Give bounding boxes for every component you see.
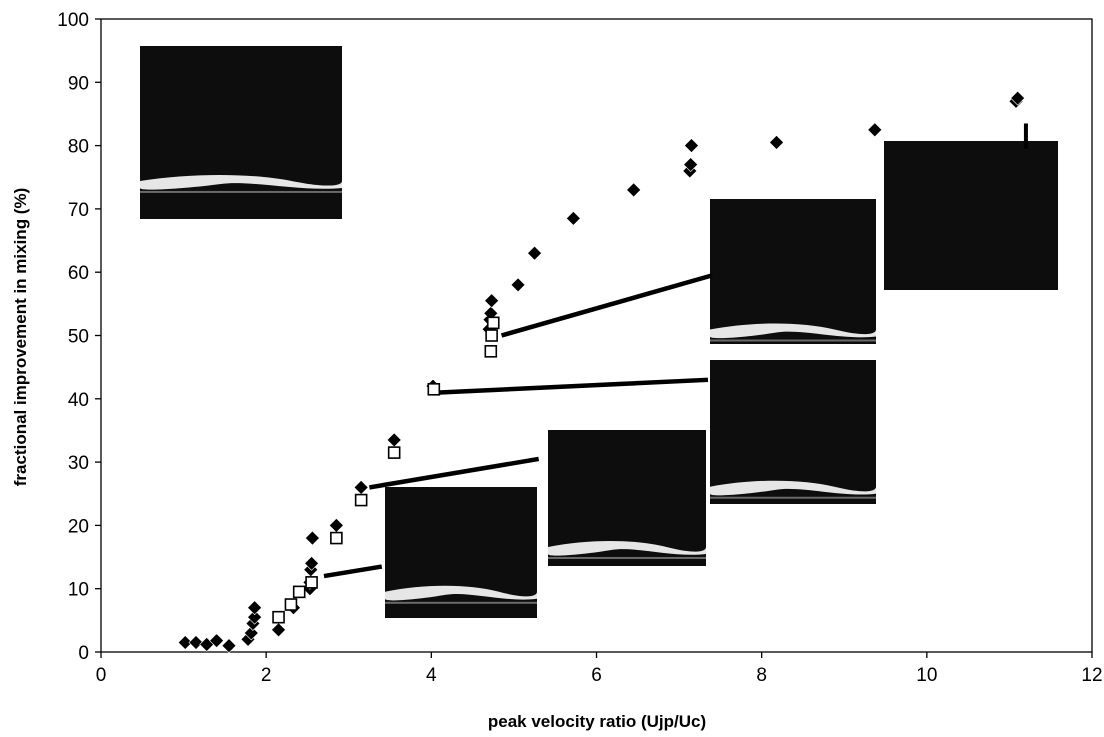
square-point (292, 585, 306, 599)
y-tick-label: 20 (68, 516, 89, 537)
axes: 0 2 4 6 8 10 12 0 10 20 30 40 50 60 70 80 90 100 (57, 10, 1102, 686)
inset-lower-layer (710, 339, 876, 342)
square-point (354, 493, 368, 507)
inset-photo (710, 199, 876, 344)
x-tick-label: 6 (591, 665, 602, 686)
inset-images (140, 46, 1058, 618)
diamond-point (527, 245, 542, 261)
data-points (177, 90, 1028, 654)
inset-lower-layer (548, 556, 706, 559)
square-point (427, 383, 441, 396)
inset-mixing-band (710, 323, 876, 339)
x-tick-label: 4 (426, 665, 437, 686)
y-tick-label: 40 (68, 390, 89, 411)
inset-photo (884, 141, 1058, 290)
diamond-point (247, 609, 263, 625)
diamond-point (221, 638, 237, 654)
y-axis-title: fractional improvement in mixing (%) (11, 188, 30, 487)
diamond-point (683, 157, 699, 173)
leader-line (369, 456, 540, 490)
square-point (484, 345, 498, 358)
y-tick-label: 70 (68, 200, 89, 221)
x-tick-label: 10 (916, 665, 937, 686)
inset-mixing-band (385, 585, 537, 601)
y-tick-label: 90 (68, 73, 89, 94)
diamond-point (177, 635, 193, 650)
inset-top-left (140, 46, 342, 219)
x-tick-label: 8 (756, 665, 767, 686)
y-tick-label: 80 (68, 137, 89, 158)
diamond-point (247, 600, 263, 616)
diamond-point (626, 182, 642, 198)
diamond-point (484, 293, 500, 309)
square-point (272, 610, 285, 624)
inset-u4.7 (710, 199, 876, 344)
leader-lines (323, 273, 713, 579)
inset-photo (710, 360, 876, 504)
square-point (485, 329, 498, 342)
diamond-point (304, 530, 320, 546)
square-point (486, 316, 500, 330)
inset-lower-layer (710, 496, 876, 499)
inset-mixing-band (548, 540, 706, 556)
inset-lower-layer (385, 601, 537, 604)
diamond-point (684, 138, 699, 154)
inset-lower-layer (140, 190, 342, 193)
square-point (305, 576, 318, 589)
square-point (330, 531, 343, 545)
inset-u2.5 (385, 487, 537, 618)
x-tick-label: 12 (1081, 665, 1102, 686)
y-tick-label: 100 (57, 10, 89, 31)
leader-line (500, 273, 713, 338)
x-axis-title: peak velocity ratio (Ujp/Uc) (488, 712, 706, 731)
y-tick-label: 30 (68, 453, 89, 474)
inset-top-right (884, 141, 1058, 290)
diamond-point (188, 635, 204, 650)
square-point (284, 598, 298, 611)
diamond-point (1010, 90, 1026, 106)
diamond-point (565, 210, 581, 226)
y-tick-label: 60 (68, 263, 89, 284)
diamond-point (209, 633, 225, 649)
y-tick-label: 0 (78, 643, 89, 664)
diamond-point (243, 625, 259, 641)
diamond-point (510, 277, 526, 293)
y-tick-label: 50 (68, 327, 89, 348)
diamond-point (867, 122, 883, 138)
y-tick-label: 10 (68, 580, 89, 601)
inset-photo (140, 46, 342, 219)
leader-line (323, 564, 383, 579)
square-point (387, 446, 401, 459)
diamond-point (769, 135, 784, 150)
diamond-point (271, 622, 286, 638)
leader-line (439, 377, 709, 395)
inset-mixing-band (140, 174, 342, 190)
inset-u3.2 (548, 430, 706, 566)
inset-mixing-band (710, 480, 876, 496)
x-tick-label: 2 (261, 665, 272, 686)
diamond-point (304, 555, 320, 571)
x-tick-label: 0 (96, 665, 107, 686)
inset-u4 (710, 360, 876, 504)
